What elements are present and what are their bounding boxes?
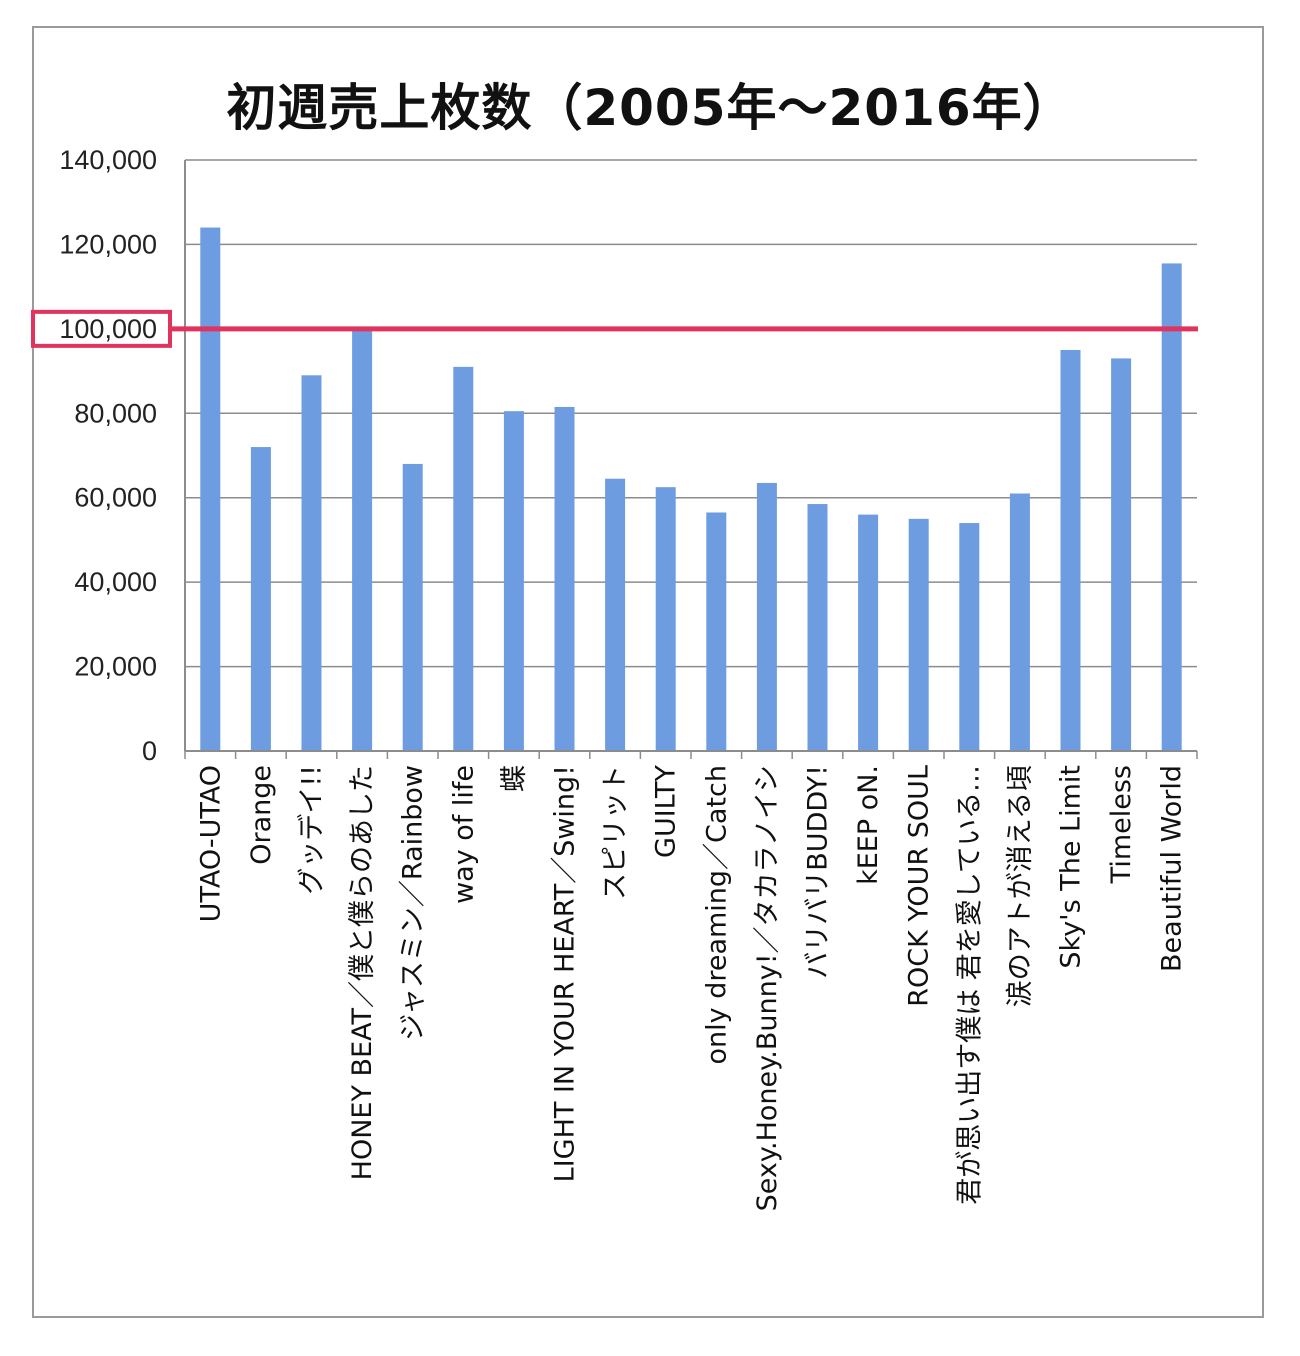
x-tick-label: スピリット [600, 765, 631, 900]
bar [402, 463, 423, 751]
axes [184, 160, 1198, 759]
bar [1161, 263, 1182, 751]
bar [908, 518, 929, 751]
x-tick-label: Sky's The Limit [1056, 765, 1087, 969]
x-tick-labels: UTAO-UTAO Orange グッデイ!! HONEY BEAT／僕と僕らのあした… [195, 765, 1187, 1212]
x-tick-label: only dreaming／Catch [701, 765, 732, 1065]
x-tick-label: GUILTY [651, 765, 682, 858]
x-tick-label: kEEP oN. [853, 765, 884, 885]
x-tick-label: HONEY BEAT／僕と僕らのあした [347, 765, 378, 1180]
reference-line-group [31, 309, 1198, 348]
chart-title: 初週売上枚数（2005年～2016年） [226, 79, 1074, 137]
bar [352, 328, 373, 751]
bar [250, 447, 271, 751]
chart-frame [32, 26, 1264, 1318]
highlight-box [31, 309, 172, 348]
x-tick-label: 蝶 [499, 765, 530, 792]
x-tick-label: way of life [448, 765, 479, 904]
bar [200, 227, 221, 752]
x-tick-label: UTAO-UTAO [195, 765, 226, 922]
x-tick-label: バリバリBUDDY! [803, 765, 834, 979]
bar [554, 406, 575, 751]
grid-lines [185, 159, 1197, 668]
bar [503, 411, 524, 751]
x-tick-label: 涙のアトが消える頃 [1005, 765, 1036, 1007]
bar [1060, 349, 1081, 751]
bar [756, 482, 777, 751]
bar [605, 478, 626, 751]
y-tick-label: 60,000 [74, 483, 157, 513]
bar [959, 523, 980, 751]
y-tick-label: 140,000 [59, 145, 157, 175]
bar [858, 514, 879, 751]
y-tick-labels: 0 20,000 40,000 60,000 80,000 100,000 120,000 1… [59, 145, 157, 766]
y-tick-label: 40,000 [74, 567, 157, 597]
y-tick-label: 100,000 [59, 314, 157, 344]
x-tick-label: グッデイ!! [297, 765, 328, 895]
y-tick-label: 120,000 [59, 229, 157, 259]
x-tick-label: Beautiful World [1157, 765, 1188, 972]
y-tick-label: 80,000 [74, 398, 157, 428]
bar [1009, 493, 1030, 751]
bars [200, 227, 1182, 752]
x-tick-label: ジャスミン／Rainbow [398, 765, 429, 1041]
bar [655, 487, 676, 751]
x-tick-label: Timeless [1106, 765, 1137, 884]
bar [301, 375, 322, 751]
x-tick-label: LIGHT IN YOUR HEART／Swing! [550, 765, 581, 1182]
x-tick-label: ROCK YOUR SOUL [904, 765, 935, 1007]
x-tick-label: Sexy.Honey.Bunny!／タカラノイシ [752, 765, 783, 1211]
y-tick-label: 0 [142, 736, 157, 766]
bar [453, 366, 474, 751]
bar [807, 504, 828, 751]
y-tick-label: 20,000 [74, 652, 157, 682]
bar [706, 512, 727, 751]
bar [1111, 358, 1132, 751]
x-tick-label: Orange [246, 765, 277, 865]
x-tick-label: 君が思い出す僕は 君を愛している… [954, 765, 985, 1205]
